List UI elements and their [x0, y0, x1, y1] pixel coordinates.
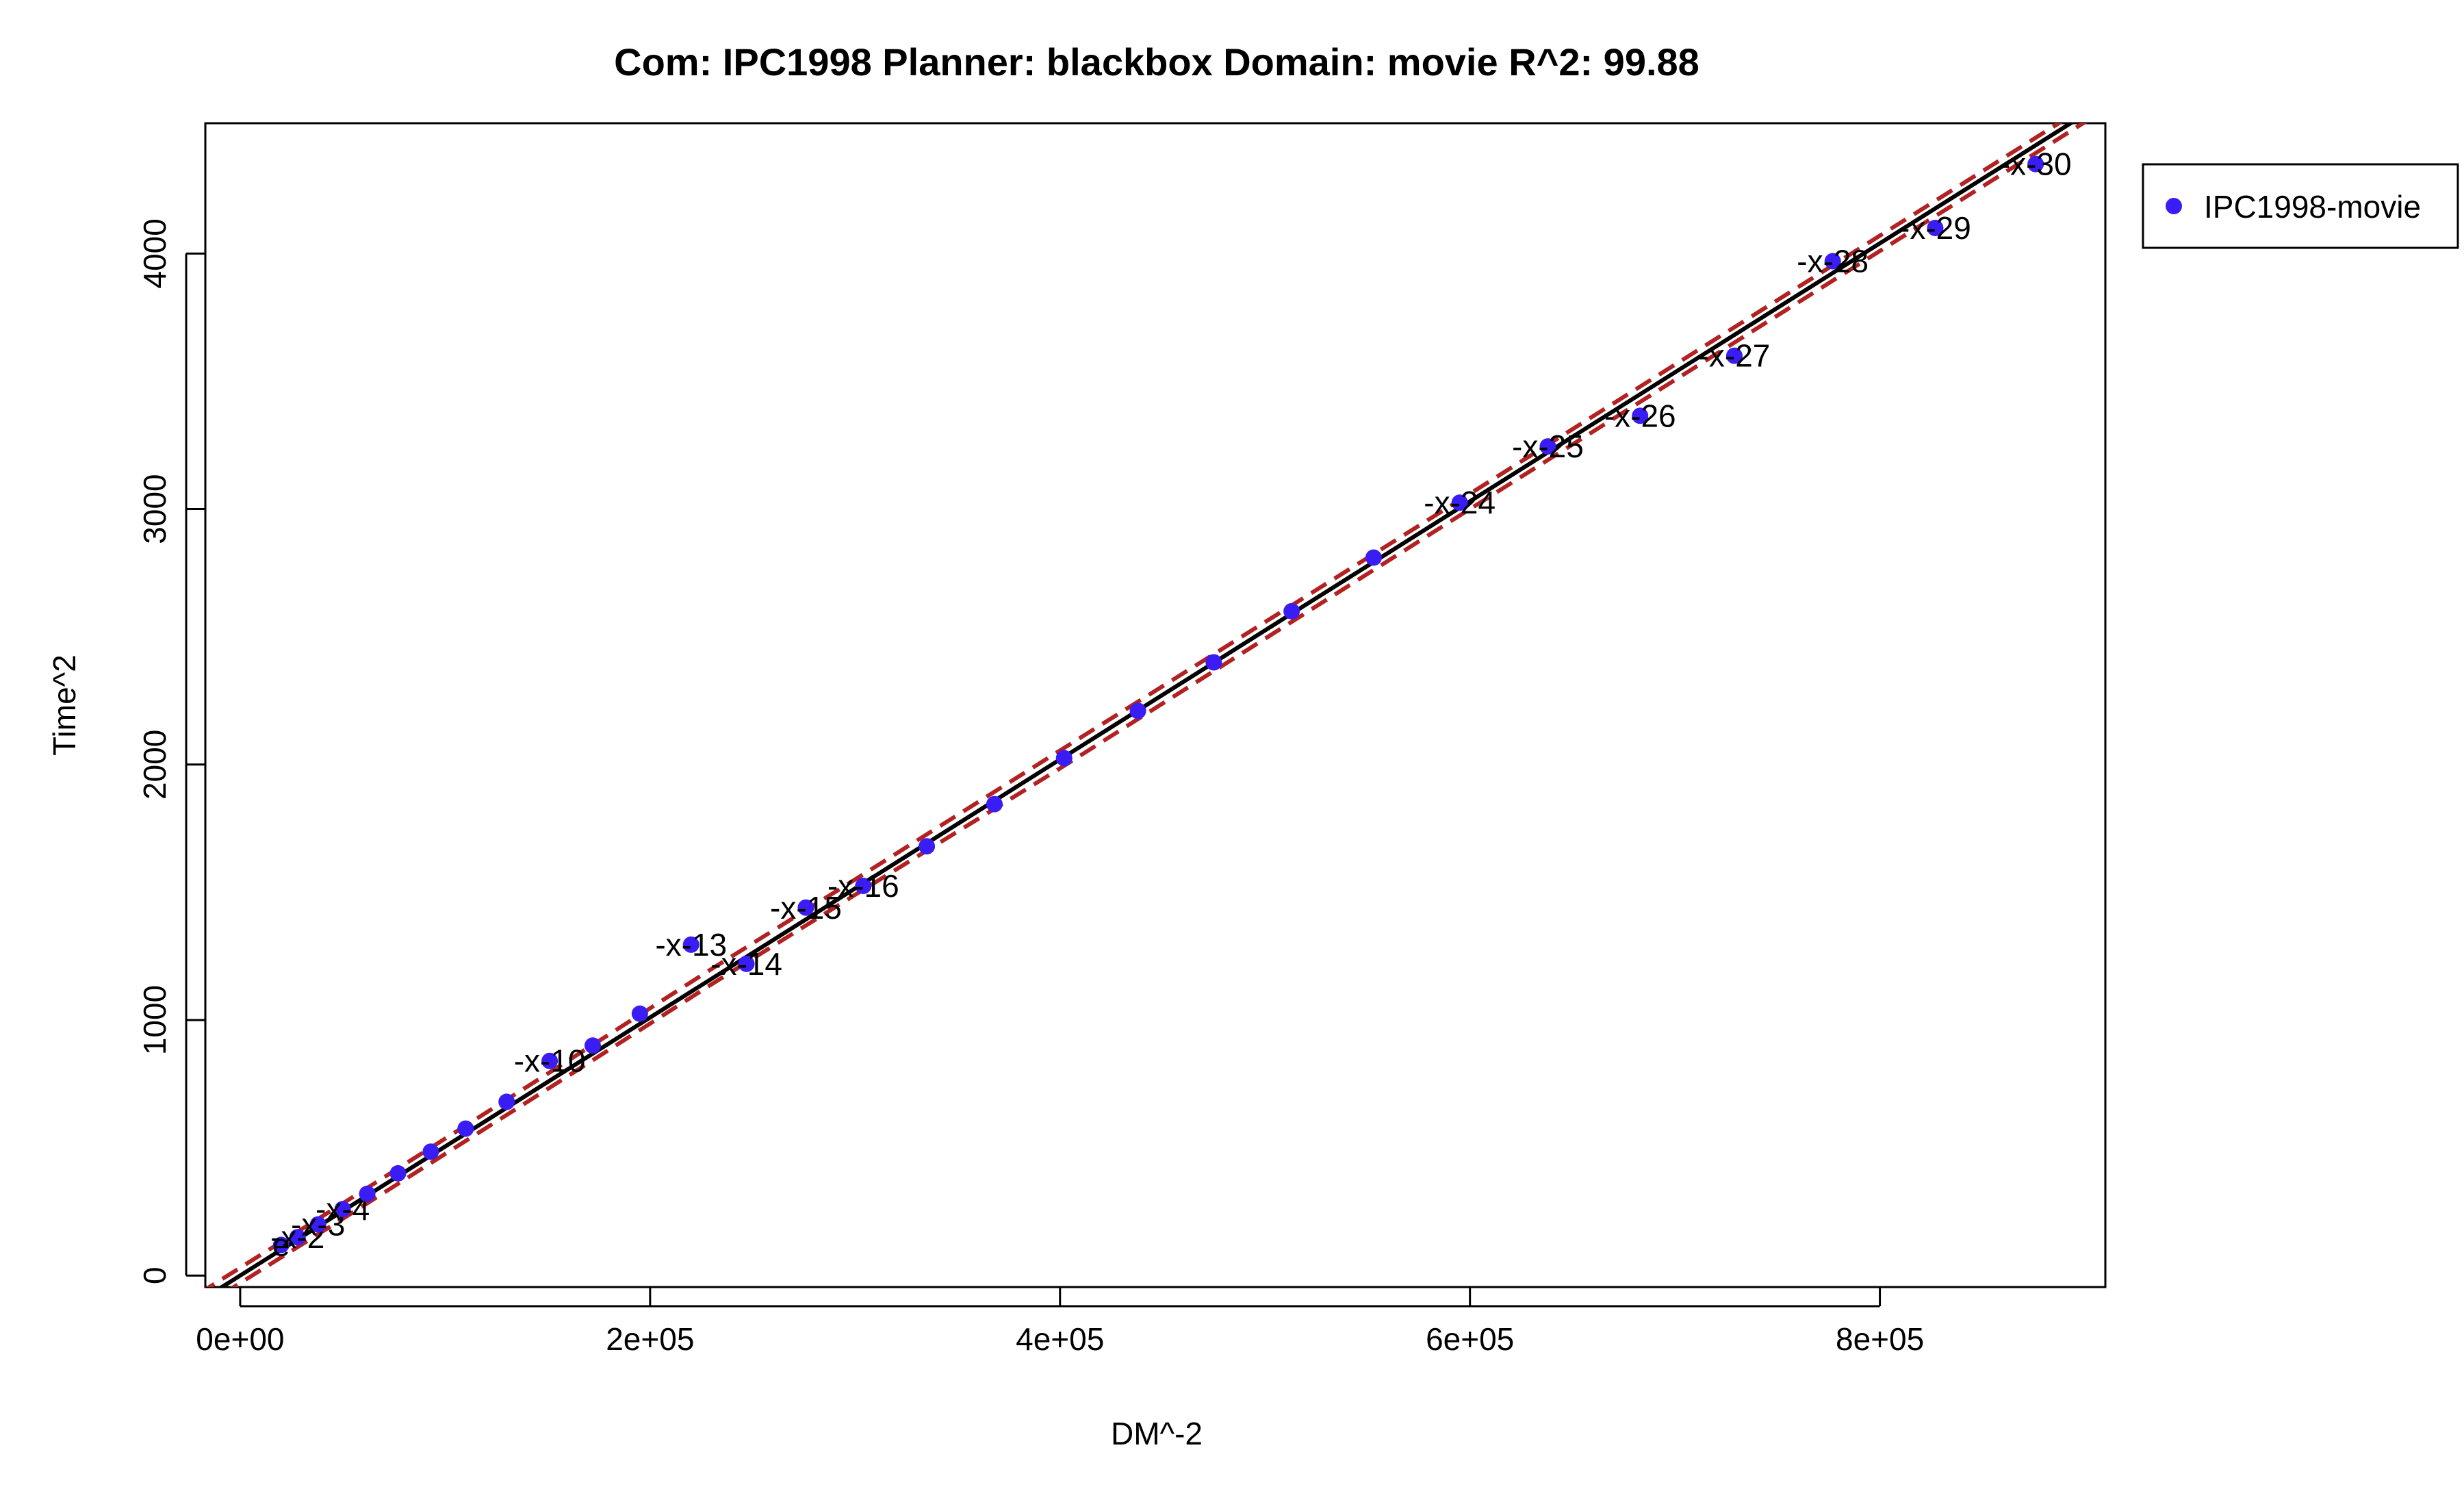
x-axis-label: DM^-2 [1111, 1416, 1203, 1451]
legend-marker [2166, 198, 2182, 214]
data-point [1927, 220, 1944, 237]
y-tick-label: 1000 [137, 985, 172, 1055]
data-point [422, 1143, 439, 1160]
point-label: -x-16 [827, 868, 899, 904]
point-label: -x-30 [2000, 147, 2072, 182]
data-point [1725, 347, 1743, 364]
data-point [1283, 602, 1300, 620]
point-label: -x-24 [1424, 485, 1496, 520]
band-upper-line [205, 123, 2063, 1287]
data-point [541, 1052, 559, 1069]
data-point [1055, 750, 1073, 767]
data-point [2027, 155, 2044, 173]
data-point [797, 899, 814, 916]
data-point [1824, 253, 1841, 270]
x-tick-label: 4e+05 [1016, 1321, 1104, 1357]
data-point [1129, 702, 1146, 720]
data-point [309, 1216, 326, 1233]
x-tick-label: 8e+05 [1836, 1321, 1924, 1357]
point-label: -x-15 [770, 890, 842, 926]
data-point [334, 1201, 351, 1218]
x-tick-label: 6e+05 [1426, 1321, 1514, 1357]
point-label: -x-29 [1899, 210, 1971, 246]
data-point [919, 838, 936, 855]
point-label: -x-27 [1699, 338, 1771, 374]
point-label: e [272, 1227, 290, 1262]
data-point [457, 1120, 474, 1137]
legend-label: IPC1998-movie [2204, 189, 2421, 225]
x-tick-label: 2e+05 [606, 1321, 694, 1357]
data-point [359, 1185, 376, 1202]
fit-line [218, 123, 2075, 1287]
axes: 0e+00 2e+05 4e+05 6e+05 8e+05 0 1000 2000 3000 40… [137, 218, 1924, 1357]
data-point [498, 1093, 515, 1110]
y-tick-label: 0 [137, 1267, 172, 1284]
plot-content: e-x-2-x-3-x-4-x-10-x-13-x-14-x-15-x-16-x… [205, 123, 2088, 1287]
data-point [682, 936, 700, 953]
point-label: -x-25 [1512, 429, 1584, 464]
point-label: -x-14 [710, 946, 782, 982]
point-label: -x-28 [1797, 244, 1869, 279]
data-point [1539, 438, 1556, 455]
y-tick-label: 4000 [137, 218, 172, 288]
point-label: -x-26 [1604, 398, 1676, 433]
point-label: -x-13 [655, 927, 727, 963]
band-lower-line [229, 123, 2088, 1287]
plot-frame [204, 122, 2107, 1288]
chart-title: Com: IPC1998 Planner: blackbox Domain: m… [614, 40, 1699, 84]
y-tick-label: 3000 [137, 474, 172, 544]
data-point [631, 1005, 648, 1022]
data-point [986, 796, 1003, 813]
data-point [584, 1037, 601, 1054]
legend-box [2142, 163, 2459, 249]
y-axis-label: Time^2 [47, 654, 82, 756]
data-point [738, 955, 755, 972]
plot-area: e-x-2-x-3-x-4-x-10-x-13-x-14-x-15-x-16-x… [205, 123, 2088, 1287]
data-point [389, 1165, 407, 1182]
data-point [289, 1229, 306, 1246]
data-point [1365, 549, 1382, 566]
data-point [1205, 654, 1222, 671]
y-tick-label: 2000 [137, 730, 172, 800]
point-label: -x-10 [514, 1043, 586, 1079]
legend: IPC1998-movie [2142, 163, 2459, 249]
x-tick-label: 0e+00 [196, 1321, 284, 1357]
data-point [272, 1236, 290, 1253]
data-point [1632, 407, 1649, 424]
data-point [1451, 494, 1468, 511]
data-point [855, 878, 872, 895]
